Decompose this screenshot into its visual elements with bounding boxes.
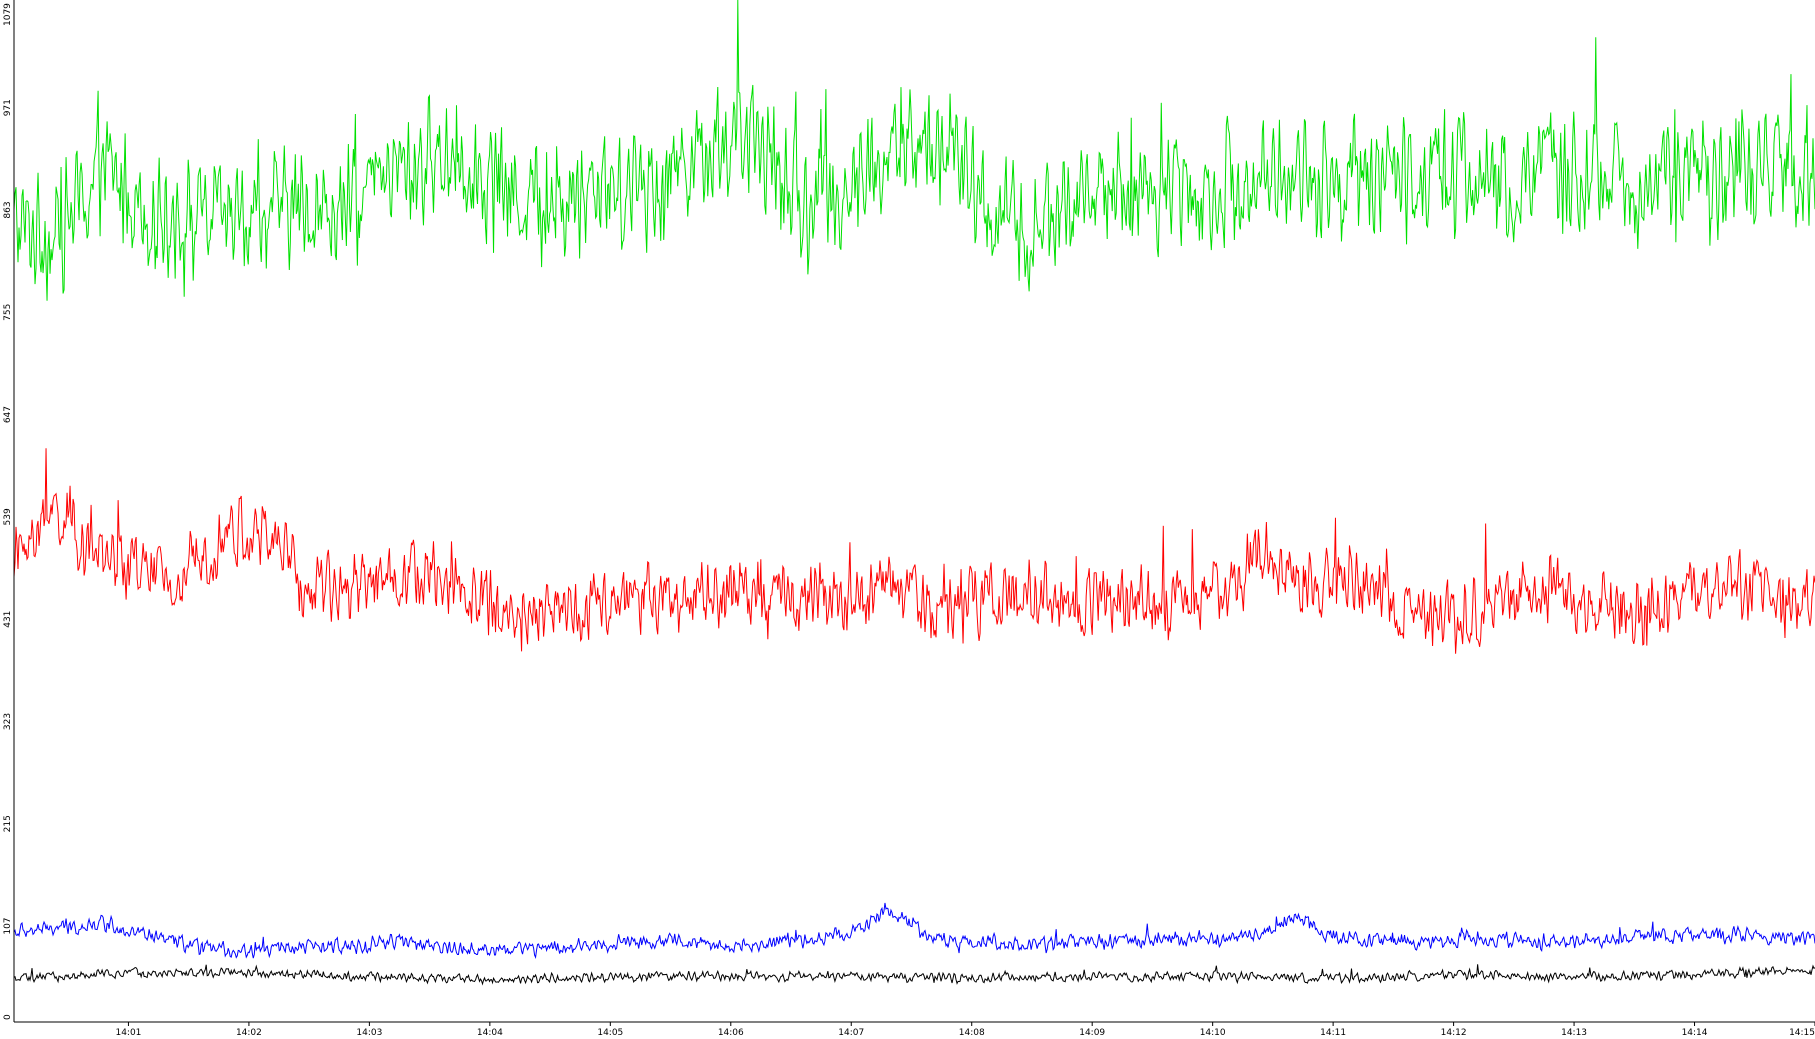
x-tick-label: 14:09 bbox=[1079, 1028, 1105, 1038]
series-line-2 bbox=[14, 448, 1815, 653]
y-tick-label: 647 bbox=[3, 406, 13, 423]
y-tick-label: 755 bbox=[3, 304, 13, 321]
y-tick-label: 539 bbox=[3, 508, 13, 525]
y-tick-label: 971 bbox=[3, 99, 13, 116]
x-tick-label: 14:08 bbox=[959, 1028, 985, 1038]
y-tick-label: 107 bbox=[3, 917, 13, 934]
x-tick-label: 14:03 bbox=[356, 1028, 382, 1038]
x-tick-label: 14:04 bbox=[477, 1028, 503, 1038]
series-line-4 bbox=[14, 964, 1815, 984]
series-layer bbox=[14, 0, 1815, 984]
x-tick-label: 14:11 bbox=[1320, 1028, 1346, 1038]
y-tick-label: 215 bbox=[3, 815, 13, 832]
x-tick-label: 14:13 bbox=[1561, 1028, 1587, 1038]
y-tick-label: 863 bbox=[3, 201, 13, 218]
x-tick-label: 14:05 bbox=[597, 1028, 623, 1038]
x-tick-label: 14:10 bbox=[1200, 1028, 1226, 1038]
y-tick-label: 323 bbox=[3, 713, 13, 730]
y-tick-label: 0 bbox=[3, 1014, 13, 1020]
series-line-1 bbox=[14, 0, 1815, 301]
y-tick-label: 1079 bbox=[3, 3, 13, 26]
x-tick-label: 14:06 bbox=[718, 1028, 744, 1038]
x-tick-label: 14:12 bbox=[1441, 1028, 1467, 1038]
x-axis: 14:01 14:02 14:03 14:04 14:05 14:06 14:07 14:08… bbox=[14, 1022, 1815, 1038]
series-line-3 bbox=[14, 903, 1815, 958]
x-tick-label: 14:14 bbox=[1682, 1028, 1708, 1038]
y-tick-label: 431 bbox=[3, 611, 13, 628]
y-axis: 0 107 215 323 431 539 647 755 863 971 1079 bbox=[3, 0, 14, 1022]
x-tick-label: 14:15 bbox=[1789, 1028, 1815, 1038]
x-tick-label: 14:02 bbox=[236, 1028, 262, 1038]
x-tick-label: 14:01 bbox=[115, 1028, 141, 1038]
x-tick-label: 14:07 bbox=[838, 1028, 864, 1038]
